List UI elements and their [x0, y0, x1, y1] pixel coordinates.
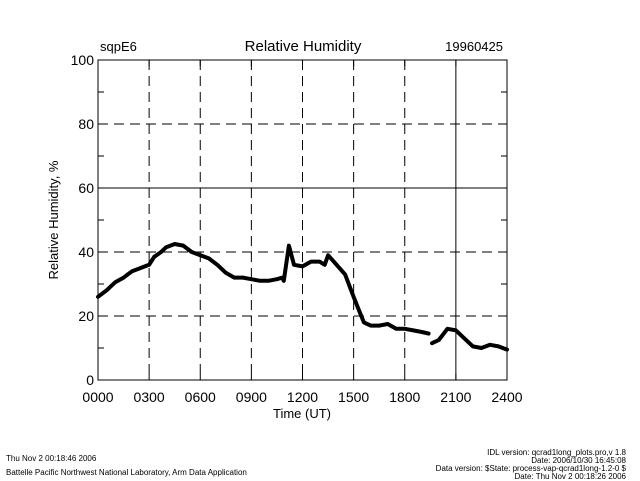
- x-tick-label: 0300: [134, 389, 165, 405]
- chart-title: Relative Humidity: [245, 38, 362, 55]
- y-tick-label: 40: [78, 244, 94, 260]
- x-tick-label: 2100: [440, 389, 471, 405]
- tick-labels: 0000 0300 0600 0900 1200 1500 1800 2100 2400 0 20 4…: [71, 52, 523, 405]
- y-tick-label: 60: [78, 180, 94, 196]
- footer-institution: Battelle Pacific Northwest National Labo…: [6, 468, 247, 477]
- y-tick-label: 100: [71, 52, 95, 68]
- x-tick-label: 0900: [236, 389, 267, 405]
- plot-frame: [97, 59, 508, 381]
- y-axis-label: Relative Humidity, %: [46, 160, 61, 279]
- rh-line-segment: [96, 242, 431, 336]
- footer-idl-version: IDL version: qcrad1long_plots.pro,v 1.8: [487, 448, 626, 457]
- footer-idl-date: Date: 2006/10/30 16:45:08: [531, 456, 626, 465]
- y-tick-label: 20: [78, 308, 94, 324]
- y-tick-label: 0: [86, 372, 94, 388]
- footer-data-version: Data version: $State: process-vap-qcrad1…: [435, 464, 626, 473]
- rh-line-segment: [430, 326, 509, 352]
- footer-timestamp: Thu Nov 2 00:18:46 2006: [6, 454, 97, 463]
- y-tick-label: 80: [78, 116, 94, 132]
- site-label: sqpE6: [100, 39, 137, 54]
- x-tick-label: 2400: [491, 389, 522, 405]
- grid: [98, 60, 507, 380]
- x-tick-label: 0000: [82, 389, 113, 405]
- footer-data-date: Date: Thu Nov 2 00:18:26 2006: [514, 472, 627, 481]
- x-tick-label: 1200: [287, 389, 318, 405]
- date-label: 19960425: [445, 39, 503, 54]
- x-tick-label: 1500: [338, 389, 369, 405]
- x-axis-label: Time (UT): [273, 406, 331, 421]
- x-tick-label: 1800: [389, 389, 420, 405]
- series: [96, 242, 509, 352]
- x-tick-label: 0600: [185, 389, 216, 405]
